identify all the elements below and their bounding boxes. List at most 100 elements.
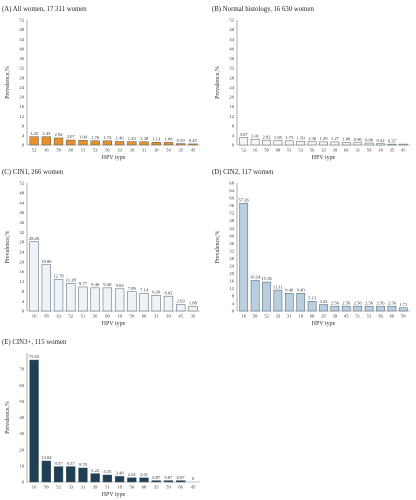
- x-tick-label: 59: [401, 314, 406, 319]
- y-axis-label: Prevalence,%: [5, 401, 11, 434]
- data-label: 5.22: [91, 468, 100, 473]
- bar-52: [239, 137, 249, 146]
- panel-title: (B) Normal histology, 16 630 women: [212, 6, 314, 13]
- y-tick-label: 32: [229, 66, 234, 71]
- bar-51: [78, 140, 88, 146]
- data-label: 2.56: [354, 300, 363, 305]
- panel-b: (B) Normal histology, 16 630 women048121…: [212, 6, 410, 161]
- x-tick-label: 53: [367, 314, 372, 319]
- y-tick-label: 36: [19, 56, 24, 61]
- y-tick-label: 8: [22, 289, 25, 294]
- y-tick-label: 56: [229, 203, 234, 208]
- x-tick-label: 68: [310, 314, 315, 319]
- y-tick-label: 24: [229, 263, 234, 268]
- y-tick-label: 16: [19, 104, 24, 109]
- data-label: 1.38: [140, 136, 149, 141]
- y-tick-label: 20: [19, 95, 24, 100]
- y-tick-label: 16: [229, 104, 234, 109]
- y-tick-label: 40: [229, 233, 234, 238]
- data-label: 1.76: [91, 135, 100, 140]
- y-tick-label: 12: [229, 286, 234, 291]
- data-label: 11.11: [273, 284, 284, 289]
- x-tick-label: 58: [253, 314, 258, 319]
- bar-66: [176, 480, 186, 483]
- x-tick-label: 16: [44, 148, 49, 153]
- bar-66: [139, 293, 149, 312]
- data-label: 2.63: [177, 299, 186, 304]
- y-axis-label: Prevalence,%: [5, 231, 11, 264]
- y-tick-label: 0: [22, 143, 25, 148]
- y-axis-label: Prevalence,%: [5, 66, 11, 99]
- x-tick-label: 18: [378, 148, 383, 153]
- y-tick-label: 48: [19, 190, 24, 195]
- x-tick-label: 18: [117, 314, 122, 319]
- bar-31: [353, 142, 363, 146]
- bar-31: [151, 295, 161, 312]
- x-tick-label: 35: [154, 485, 159, 490]
- y-tick-label: 40: [19, 415, 24, 420]
- data-label: 2.56: [388, 300, 397, 305]
- x-tick-label: 56: [378, 314, 383, 319]
- x-tick-label: 31: [154, 314, 159, 319]
- data-label: 18.80: [41, 259, 52, 264]
- x-axis-label: HPV type: [312, 321, 336, 327]
- y-tick-label: 24: [229, 85, 234, 90]
- bar-31: [78, 467, 88, 483]
- bar-35: [319, 304, 328, 312]
- x-tick-label: 56: [310, 148, 315, 153]
- data-label: 7.14: [140, 288, 149, 293]
- x-tick-label: 56: [93, 314, 98, 319]
- bar-58: [53, 137, 64, 146]
- bar-58: [41, 264, 51, 312]
- bar-39: [90, 473, 100, 483]
- x-tick-label: 45: [401, 148, 406, 153]
- y-tick-label: 52: [19, 181, 24, 186]
- data-label: 1.09: [164, 137, 173, 142]
- y-tick-label: 24: [19, 85, 24, 90]
- x-tick-label: 51: [81, 148, 86, 153]
- bar-56: [102, 140, 113, 146]
- bar-68: [102, 287, 113, 312]
- panel-e: (E) CIN3+, 115 women 0 10 20 30 40 50 60 70 Preva…: [2, 339, 200, 498]
- x-tick-label: 39: [130, 148, 135, 153]
- bar-52: [29, 136, 39, 146]
- x-tick-label: 33: [321, 148, 326, 153]
- data-label: 1.43: [128, 136, 137, 141]
- data-label: 7.89: [128, 286, 137, 291]
- x-tick-label: 39: [333, 314, 338, 319]
- bar-45: [398, 143, 408, 146]
- data-label: 1.85: [274, 135, 283, 140]
- y-tick-label: 20: [19, 447, 24, 452]
- data-label: 1.27: [331, 136, 340, 141]
- y-tick-label: 52: [229, 211, 234, 216]
- data-label: 1.71: [399, 302, 408, 307]
- bar-56: [90, 287, 100, 312]
- y-tick-label: 16: [229, 278, 234, 283]
- x-tick-label: 31: [142, 148, 147, 153]
- x-tick-label: 33: [117, 148, 122, 153]
- data-label: 1.94: [79, 135, 88, 140]
- data-label: 5.13: [308, 296, 317, 301]
- bar-16: [250, 138, 260, 146]
- x-tick-label: 16: [32, 485, 37, 490]
- x-tick-label: 51: [355, 314, 360, 319]
- data-label: 3.45: [30, 131, 39, 136]
- panel-c: (C) CIN1, 266 women048121620242832364044…: [2, 169, 200, 327]
- data-label: 9.40: [103, 282, 112, 287]
- x-tick-label: 52: [68, 314, 73, 319]
- x-tick-label: 39: [166, 314, 171, 319]
- x-tick-label: 16: [241, 314, 246, 319]
- bar-68: [307, 301, 317, 312]
- y-tick-label: 50: [19, 399, 24, 404]
- x-axis-label: HPV type: [102, 155, 126, 161]
- bar-58: [262, 139, 271, 146]
- y-tick-label: 28: [19, 75, 24, 80]
- x-tick-label: 35: [390, 148, 395, 153]
- y-tick-label: 0: [22, 309, 25, 314]
- y-tick-label: 36: [229, 241, 234, 246]
- y-tick-label: 28: [19, 240, 24, 245]
- bar-33: [273, 289, 283, 312]
- x-tick-label: 18: [154, 148, 159, 153]
- bar-18: [114, 476, 125, 483]
- y-tick-label: 16: [19, 269, 24, 274]
